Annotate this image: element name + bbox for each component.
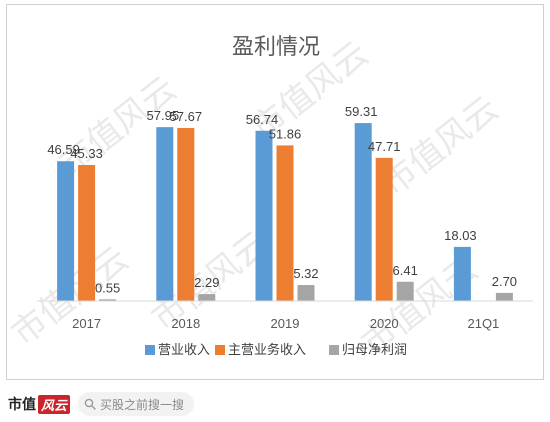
data-label-2020-3: 6.41 (393, 263, 418, 278)
legend-swatch (329, 345, 339, 355)
x-tick-label: 2018 (171, 316, 200, 331)
search-box[interactable]: 买股之前搜一搜 (78, 392, 195, 416)
chart-svg: 市值风云市值风云市值风云市值风云市值风云市值风云 盈利情况 46.5945.33… (7, 34, 533, 364)
search-placeholder: 买股之前搜一搜 (100, 397, 185, 412)
bar-2020-1 (354, 123, 372, 301)
bar-2018-3 (198, 294, 216, 301)
bar-2020-3 (396, 281, 414, 301)
data-label-2018-1: 57.95 (147, 108, 180, 123)
data-label-2020-1: 59.31 (345, 104, 378, 119)
data-label-2019-3: 5.32 (293, 266, 318, 281)
data-label-2020-2: 47.71 (368, 139, 401, 154)
legend-swatch (215, 345, 225, 355)
footer-bar: 市值 风云 买股之前搜一搜 (0, 386, 550, 422)
bar-2018-2 (177, 127, 195, 302)
bar-2017-3 (99, 299, 117, 301)
chart-title: 盈利情况 (232, 35, 320, 60)
data-label-2018-2: 57.67 (170, 109, 203, 124)
data-label-21Q1-3: 2.70 (492, 274, 517, 289)
bar-2020-2 (375, 157, 393, 301)
data-label-2018-3: 2.29 (194, 275, 219, 290)
chart-legend: 营业收入 主营业务收入 归母净利润 (145, 342, 407, 358)
bar-2019-1 (255, 130, 273, 301)
bar-21Q1-3 (495, 292, 513, 301)
x-tick-label: 2017 (72, 316, 101, 331)
brand-logo-text: 市值 (8, 397, 36, 413)
legend-swatch (145, 345, 155, 355)
data-label-21Q1-1: 18.03 (444, 228, 477, 243)
legend-label: 归母净利润 (342, 343, 407, 358)
bars-layer (57, 123, 513, 302)
legend-label: 主营业务收入 (228, 342, 306, 358)
legend-label: 营业收入 (158, 343, 210, 358)
data-label-2017-1: 46.59 (47, 142, 80, 157)
bar-2017-2 (78, 165, 96, 301)
bar-2019-3 (297, 285, 315, 301)
x-tick-label: 2020 (370, 316, 399, 331)
ticks-layer: 2017 2018 2019 2020 21Q1 (72, 316, 499, 331)
data-label-2019-1: 56.74 (246, 112, 279, 127)
search-icon (84, 398, 96, 410)
data-label-2017-2: 45.33 (70, 146, 103, 161)
brand-logo[interactable]: 市值 风云 (8, 394, 71, 414)
brand-logo-mark: 风云 (38, 394, 71, 414)
chart-card: 市值风云市值风云市值风云市值风云市值风云市值风云 盈利情况 46.5945.33… (6, 4, 544, 380)
x-tick-label: 2019 (271, 316, 300, 331)
bar-2017-1 (57, 161, 75, 301)
x-tick-label: 21Q1 (467, 316, 499, 331)
data-label-2019-2: 51.86 (269, 126, 302, 141)
data-label-2017-3: 0.55 (95, 280, 120, 295)
bar-21Q1-1 (453, 246, 471, 301)
bar-2019-2 (276, 145, 294, 301)
bar-2018-1 (156, 127, 174, 302)
